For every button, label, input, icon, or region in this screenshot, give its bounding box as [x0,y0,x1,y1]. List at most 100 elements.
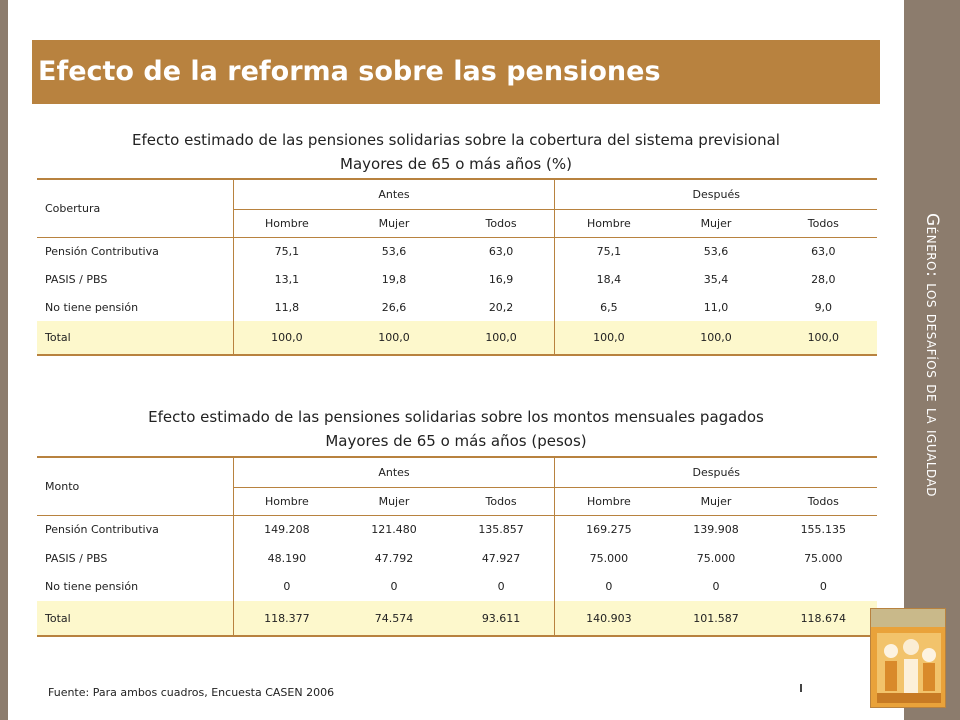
table2-sub-hombre: Hombre [233,487,341,516]
table2-caption-line1: Efecto estimado de las pensiones solidar… [148,408,764,426]
cell: 118.377 [233,601,341,637]
cell: 0 [390,580,398,593]
table1-sub-todos: Todos [447,209,556,238]
table-header-row: Cobertura Antes Después [37,178,877,238]
slide-mark [800,684,802,692]
cell: 11,8 [274,300,300,314]
cell: 100,0 [662,321,770,356]
report-cover-image [870,608,946,708]
cell: 149.208 [264,523,310,537]
cell: 47.927 [447,544,556,572]
table1-caption-line1: Efecto estimado de las pensiones solidar… [132,131,780,149]
cell: 19,8 [381,272,407,286]
table1-caption-line2: Mayores de 65 o más años (%) [340,155,572,173]
table2-group-despues: Después [554,456,877,488]
cell: 16,9 [447,265,556,293]
table-subheader-row: Hombre Mujer Todos Hombre Mujer Todos [37,487,877,516]
row-label: Pensión Contributiva [37,515,234,544]
row-label: No tiene pensión [37,293,234,321]
cell: 9,0 [814,300,833,314]
cell: 100,0 [340,321,448,356]
row-label: PASIS / PBS [37,265,234,293]
table2-sub-mujer: Mujer [662,487,770,516]
cell: 6,5 [600,300,618,314]
cell: 53,6 [381,244,407,258]
table2-sub-todos: Todos [769,487,877,516]
cell: 26,6 [381,300,407,314]
cell: 20,2 [447,293,556,321]
row-label: PASIS / PBS [37,544,234,572]
table2-sub-hombre: Hombre [554,487,663,516]
cell: 155.135 [800,523,847,537]
cell: 74.574 [340,601,448,637]
cell: 101.587 [662,601,770,637]
cell: 100,0 [769,321,877,356]
amounts-table: Monto Antes Después Hombre Mujer Todos H… [37,456,877,637]
cell: 100,0 [233,321,341,356]
table1-caption: Efecto estimado de las pensiones solidar… [32,128,880,176]
cell: 35,4 [703,272,729,286]
cell: 47.792 [374,551,414,565]
table2-caption-line2: Mayores de 65 o más años (pesos) [325,432,587,450]
cell: 0 [283,580,291,593]
cover-band [871,609,945,627]
table1-group-despues: Después [554,178,877,210]
table-row: Pensión Contributiva 75,1 53,6 63,0 75,1… [37,237,877,265]
cell: 63,0 [811,244,836,258]
table-row: No tiene pensión 11,8 26,6 20,2 6,5 11,0… [37,293,877,321]
cell: 63,0 [447,237,556,265]
cell: 139.908 [693,523,739,537]
cell: 28,0 [811,272,836,286]
table1-sub-mujer: Mujer [662,209,770,238]
cell: 0 [605,580,613,593]
cell: 169.275 [586,523,632,537]
cell: 48.190 [267,551,307,565]
table2-group-antes: Antes [233,456,556,488]
cell: 100,0 [447,321,556,356]
cell: 18,4 [596,272,622,286]
slide-title: Efecto de la reforma sobre las pensiones [38,56,661,87]
cell: 140.903 [554,601,663,637]
cell: 100,0 [554,321,663,356]
row-label: No tiene pensión [37,572,234,601]
cell: 13,1 [274,272,300,286]
table1-sub-hombre: Hombre [233,209,341,238]
side-band [904,0,960,720]
cell: 11,0 [703,300,729,314]
table1-sub-mujer: Mujer [340,209,448,238]
table2-sub-todos: Todos [447,487,556,516]
table2-sub-mujer: Mujer [340,487,448,516]
cell: 75.000 [696,551,736,565]
title-bar: Efecto de la reforma sobre las pensiones [32,40,880,104]
table-row: PASIS / PBS 13,1 19,8 16,9 18,4 35,4 28,… [37,265,877,293]
side-title: Género: los desafíos de la igualdad [922,212,942,498]
table-row: Pensión Contributiva 149.208 121.480 135… [37,515,877,544]
cell: 0 [819,580,827,593]
cell: 0 [712,580,720,593]
cell: 121.480 [371,523,417,537]
table-row: No tiene pensión 0 0 0 0 0 0 [37,572,877,601]
cell: 75.000 [589,551,629,565]
table-total-row: Total 100,0 100,0 100,0 100,0 100,0 100,… [37,321,877,356]
table1-sub-hombre: Hombre [554,209,663,238]
cell: 135.857 [447,515,556,544]
table1-group-antes: Antes [233,178,556,210]
table-header-row: Monto Antes Después [37,456,877,516]
table2-header-label: Monto [37,456,234,516]
table-total-row: Total 118.377 74.574 93.611 140.903 101.… [37,601,877,637]
table1-sub-todos: Todos [769,209,877,238]
cell: 93.611 [447,601,556,637]
table-row: PASIS / PBS 48.190 47.792 47.927 75.000 … [37,544,877,572]
table-subheader-row: Hombre Mujer Todos Hombre Mujer Todos [37,209,877,238]
cell: 118.674 [769,601,877,637]
table2-caption: Efecto estimado de las pensiones solidar… [32,405,880,453]
row-label: Pensión Contributiva [37,237,234,265]
cell: 75,1 [274,244,300,258]
cell: 75,1 [596,244,622,258]
source-footnote: Fuente: Para ambos cuadros, Encuesta CAS… [48,686,335,699]
table1-header-label: Cobertura [37,178,234,238]
cover-illustration [877,633,941,703]
cell: 75.000 [804,551,843,565]
row-label: Total [37,321,234,356]
coverage-table: Cobertura Antes Después Hombre Mujer Tod… [37,178,877,356]
